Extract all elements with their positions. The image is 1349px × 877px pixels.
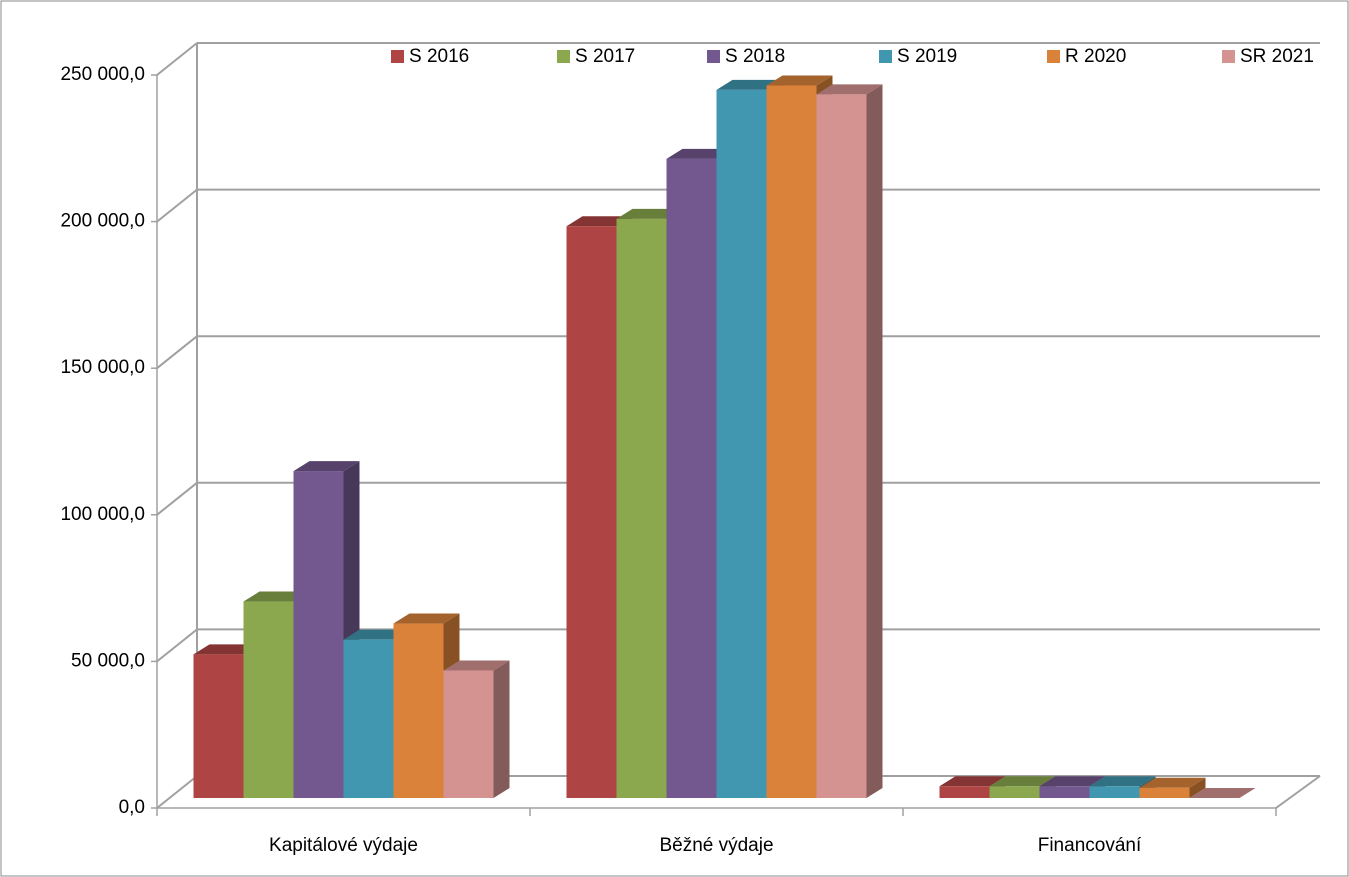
bar-side [866, 84, 883, 798]
bar-top [243, 591, 310, 602]
y-tick-label: 100 000,0 [60, 504, 145, 525]
bar [566, 226, 617, 798]
bar [1089, 786, 1140, 798]
legend-label: SR 2021 [1240, 46, 1314, 67]
bar-top [766, 75, 833, 86]
bar-top [293, 461, 360, 472]
bar-top [816, 84, 883, 95]
bar-top [716, 79, 783, 90]
y-tick-label: 200 000,0 [60, 211, 145, 232]
bar-top [193, 644, 260, 655]
legend-label: S 2017 [575, 46, 635, 67]
y-tick-label: 0,0 [119, 797, 145, 818]
x-tick-label: Financování [1038, 835, 1142, 856]
legend-label: S 2018 [725, 46, 785, 67]
bar-top [443, 660, 510, 671]
floor-right [1275, 775, 1321, 809]
bar-side [493, 660, 510, 798]
bar-top [1139, 777, 1206, 788]
bar [343, 639, 394, 798]
grid-line-side [156, 775, 198, 809]
bar [989, 786, 1040, 798]
bar [666, 158, 717, 799]
bar-top [939, 776, 1006, 787]
bar-top [1189, 788, 1256, 798]
legend-swatch [707, 50, 720, 63]
bar-top [393, 613, 460, 624]
bar [616, 218, 667, 798]
bar-top [566, 216, 633, 227]
bar-top [616, 208, 683, 219]
legend-label: R 2020 [1065, 46, 1126, 67]
legend-swatch [1047, 50, 1060, 63]
bar-top [666, 148, 733, 159]
y-tick-label: 150 000,0 [60, 357, 145, 378]
bar [393, 623, 444, 798]
bar [193, 654, 244, 798]
x-tick-label: Kapitálové výdaje [269, 835, 418, 856]
legend-swatch [391, 50, 404, 63]
legend-swatch [557, 50, 570, 63]
grid-line-side [156, 335, 198, 369]
bar-top [343, 629, 410, 640]
y-tick-label: 50 000,0 [71, 650, 145, 671]
bar [716, 89, 767, 798]
bar [816, 94, 867, 798]
bar [1139, 787, 1190, 798]
legend-swatch [879, 50, 892, 63]
bar-top [1089, 776, 1156, 787]
bar [939, 786, 990, 798]
bar-side [1189, 777, 1206, 798]
bar [1039, 786, 1090, 798]
bar [293, 471, 344, 798]
bar [443, 670, 494, 798]
bar-top [989, 776, 1056, 787]
bar [243, 601, 294, 798]
bar-top [1039, 776, 1106, 787]
legend-label: S 2016 [409, 46, 469, 67]
grid-line-side [156, 188, 198, 223]
x-tick-label: Běžné výdaje [659, 835, 773, 856]
legend-label: S 2019 [897, 46, 957, 67]
y-tick-label: 250 000,0 [60, 64, 145, 85]
legend-swatch [1222, 50, 1235, 63]
grid-line-side [156, 482, 198, 516]
grid-line-side [156, 628, 198, 663]
bar [766, 85, 817, 799]
grid-line-side [156, 42, 198, 76]
